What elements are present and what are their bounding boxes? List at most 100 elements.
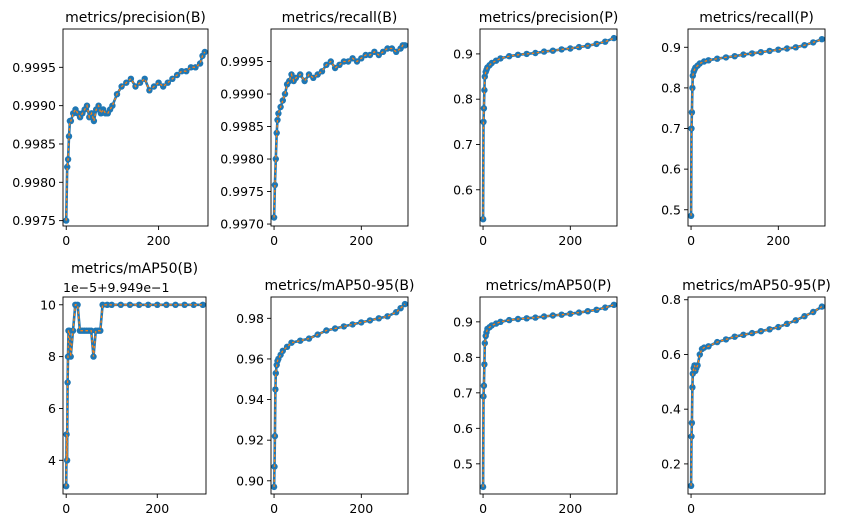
subplot-title: metrics/mAP50(B) [71, 261, 198, 277]
x-tick-label: 0 [62, 501, 70, 516]
axes-frame [62, 28, 209, 227]
subplot-1: metrics/precision(B) 0 200 0.9975 0.9980 0.99… [12, 10, 209, 248]
subplot-title: metrics/precision(B) [65, 10, 206, 26]
x-tick-label: 200 [147, 233, 171, 248]
data-point [340, 323, 348, 330]
smooth-line [65, 51, 206, 221]
axes-frame [687, 28, 826, 227]
smooth-line [482, 37, 615, 220]
data-point [199, 301, 206, 308]
data-point [688, 419, 696, 427]
y-tick-label: 4 [48, 453, 56, 468]
data-point [135, 301, 143, 308]
series-line [272, 43, 405, 218]
y-tick-label: 0.92 [236, 433, 264, 448]
y-tick-label: 0.7 [661, 121, 681, 136]
data-point [279, 347, 286, 354]
data-point [532, 314, 539, 321]
y-tick-label: 0.7 [453, 385, 473, 400]
y-tick-label: 0.6 [453, 421, 473, 436]
x-tick-label: 200 [145, 501, 169, 516]
data-point [532, 49, 539, 57]
data-point [688, 109, 696, 116]
subplot-title: metrics/recall(B) [282, 10, 398, 26]
data-point [818, 36, 825, 43]
data-point [63, 163, 71, 171]
data-point [109, 102, 116, 109]
data-point [689, 84, 696, 92]
data-point [740, 51, 747, 58]
y-tick-label: 0.9995 [12, 60, 56, 75]
y-tick-label: 0.96 [236, 351, 264, 366]
y-tick-label: 0.6 [661, 162, 681, 177]
data-point [783, 45, 791, 52]
axes-frame [270, 28, 409, 227]
data-point [154, 301, 161, 308]
x-tick-label: 200 [349, 501, 373, 516]
data-point [748, 50, 756, 57]
y-tick-label: 0.2 [661, 456, 681, 471]
data-point [575, 43, 583, 51]
data-point [274, 116, 281, 124]
data-point [497, 318, 504, 325]
data-point [696, 351, 703, 358]
subplot-title: metrics/mAP50(P) [486, 278, 612, 294]
data-point [145, 301, 152, 308]
data-point [481, 339, 488, 347]
data-point [818, 303, 825, 310]
data-point [523, 315, 530, 322]
x-tick-label: 200 [766, 233, 790, 248]
x-tick-label: 0 [687, 501, 695, 516]
data-point [714, 55, 721, 62]
y-tick-label: 0.9 [453, 46, 473, 61]
data-point [558, 311, 565, 318]
y-tick-label: 0.9 [661, 40, 681, 55]
subplot-title: metrics/mAP50-95(B) [265, 278, 415, 294]
series-line [689, 305, 823, 486]
x-tick-label: 0 [270, 233, 278, 248]
axes-frame [687, 296, 826, 495]
series-line [272, 303, 406, 487]
data-point [273, 129, 280, 137]
y-tick-label: 0.7 [453, 137, 473, 152]
axis-offset-label: 1e−5+9.949e−1 [63, 280, 169, 295]
smooth-line [273, 44, 405, 218]
subplot-title: metrics/recall(P) [699, 10, 814, 26]
axes-frame [479, 296, 618, 495]
y-tick-label: 6 [48, 401, 56, 416]
data-point [67, 353, 74, 360]
data-point [792, 317, 799, 324]
y-tick-label: 0.9995 [220, 54, 264, 69]
data-point [127, 75, 135, 83]
y-tick-label: 0.8 [453, 92, 473, 107]
data-point [272, 370, 279, 377]
data-point [688, 433, 695, 440]
subplot-2: metrics/recall(B) 0 200 0.9970 0.9975 0.9980 0… [220, 10, 409, 248]
y-tick-label: 10 [40, 297, 56, 312]
y-tick-label: 0.6 [453, 182, 473, 197]
data-point [90, 117, 98, 125]
subplot-6: metrics/mAP50-95(B) 0 200 0.90 0.92 0.94 0.96 0… [236, 278, 414, 516]
y-tick-label: 0.9980 [220, 152, 264, 167]
series-line [481, 36, 615, 220]
y-tick-label: 0.94 [236, 392, 264, 407]
y-tick-label: 0.6 [661, 347, 681, 362]
data-point [740, 331, 747, 338]
data-point [523, 50, 530, 58]
data-point [481, 86, 488, 94]
data-point [63, 457, 71, 464]
y-tick-label: 0.8 [661, 80, 681, 95]
y-tick-label: 0.5 [661, 202, 681, 217]
y-tick-label: 0.9970 [220, 217, 264, 232]
axes-frame [479, 28, 618, 227]
data-point [497, 55, 504, 62]
data-point [567, 45, 574, 52]
data-point [610, 34, 617, 42]
data-point [731, 333, 738, 340]
y-tick-label: 0.9 [453, 314, 473, 329]
data-point [271, 181, 279, 189]
y-tick-label: 0.9985 [220, 119, 264, 134]
axes-frame [270, 296, 409, 495]
data-point [783, 320, 791, 327]
